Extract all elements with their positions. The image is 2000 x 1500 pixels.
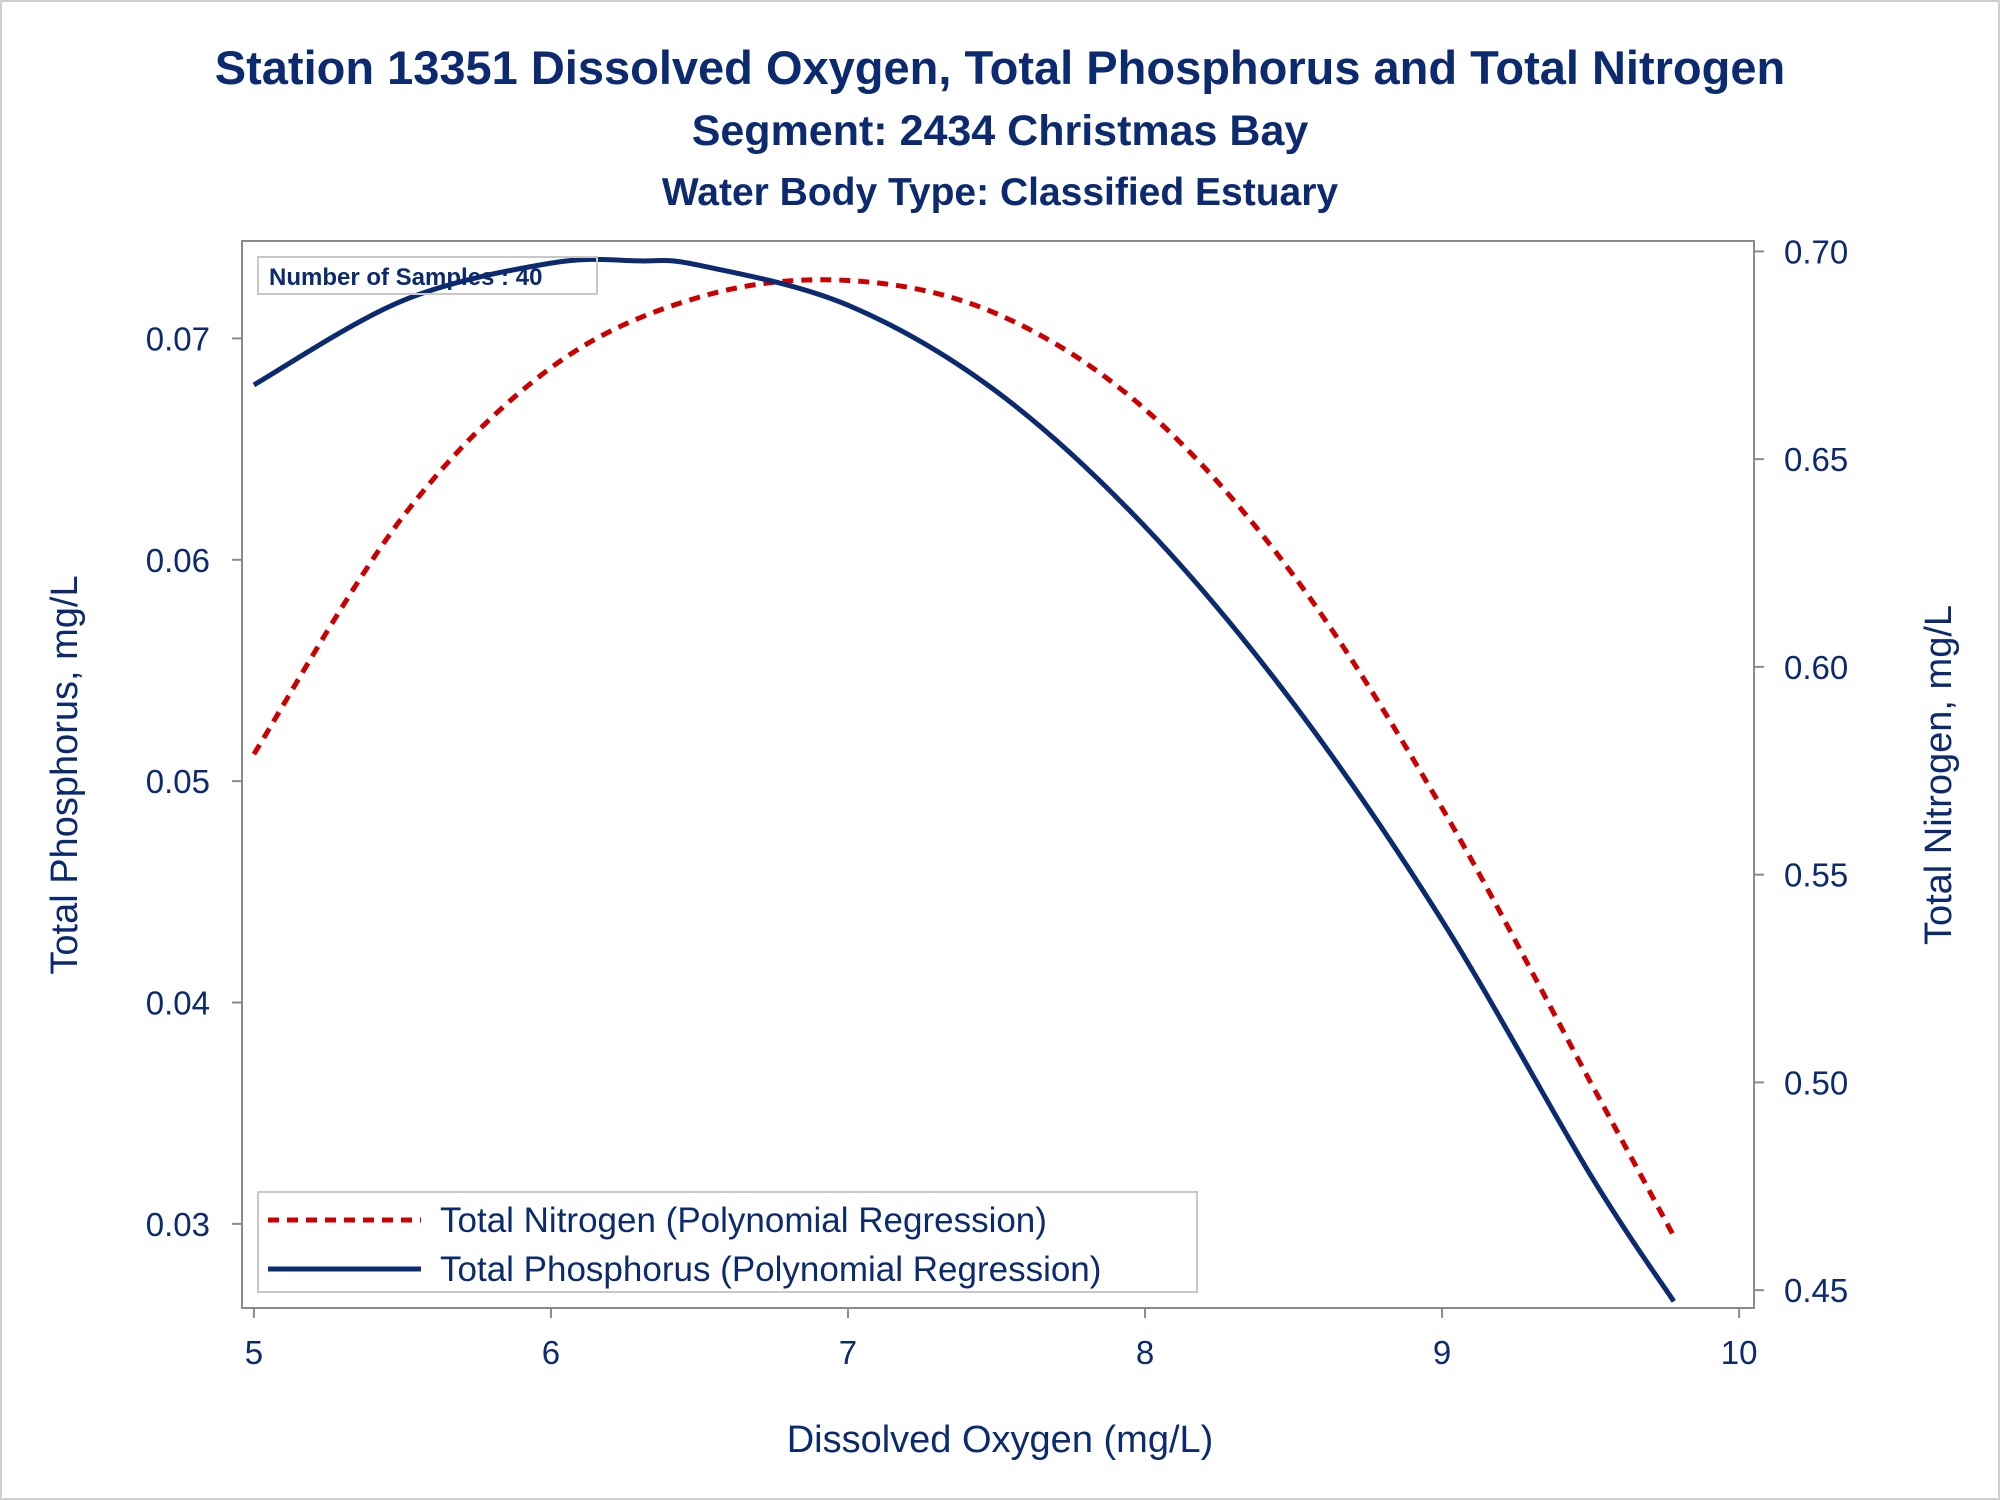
plot-area-border — [241, 240, 1755, 1309]
sample-count-box — [257, 256, 598, 295]
series-layer — [251, 256, 1676, 1303]
x-tick-label: 5 — [245, 1334, 263, 1371]
y-right-tick-label: 0.50 — [1784, 1064, 1848, 1101]
x-tick-label: 6 — [542, 1334, 560, 1371]
x-axis-label: Dissolved Oxygen (mg/L) — [787, 1419, 1214, 1461]
y-right-axis-label: Total Nitrogen, mg/L — [1918, 605, 1960, 945]
chart-subtitle: Segment: 2434 Christmas Bay — [692, 107, 1309, 155]
y-left-tick-label: 0.04 — [146, 985, 210, 1022]
legend-label-nitrogen: Total Nitrogen (Polynomial Regression) — [440, 1201, 1047, 1240]
y-right-tick-label: 0.60 — [1784, 649, 1848, 686]
sample-count-label: Number of Samples : 40 — [269, 264, 542, 291]
y-left-tick-label: 0.03 — [146, 1206, 210, 1243]
y-right-tick-label: 0.45 — [1784, 1272, 1848, 1309]
chart-subtitle-2: Water Body Type: Classified Estuary — [662, 171, 1338, 214]
chart-title: Station 13351 Dissolved Oxygen, Total Ph… — [215, 41, 1785, 94]
y-left-axis-ticks: 0.03 0.04 0.05 0.06 0.07 — [146, 320, 242, 1243]
y-left-tick-label: 0.05 — [146, 763, 210, 800]
series-line-nitrogen — [251, 277, 1676, 1238]
y-left-tick-label: 0.06 — [146, 542, 210, 579]
y-right-tick-label: 0.70 — [1784, 233, 1848, 270]
x-axis-ticks: 5 6 7 8 9 10 — [245, 1308, 1758, 1371]
legend-box — [257, 1191, 1198, 1293]
y-right-axis-ticks: 0.45 0.50 0.55 0.60 0.65 0.70 — [1754, 233, 1848, 1309]
x-tick-label: 9 — [1433, 1334, 1451, 1371]
x-tick-label: 10 — [1721, 1334, 1758, 1371]
y-right-tick-label: 0.55 — [1784, 857, 1848, 894]
series-line-phosphorus — [252, 256, 1676, 1303]
y-left-tick-label: 0.07 — [146, 320, 210, 357]
y-left-axis-label: Total Phosphorus, mg/L — [44, 575, 86, 974]
y-right-tick-label: 0.65 — [1784, 441, 1848, 478]
x-tick-label: 8 — [1136, 1334, 1154, 1371]
x-tick-label: 7 — [839, 1334, 857, 1371]
legend-label-phosphorus: Total Phosphorus (Polynomial Regression) — [440, 1250, 1101, 1289]
